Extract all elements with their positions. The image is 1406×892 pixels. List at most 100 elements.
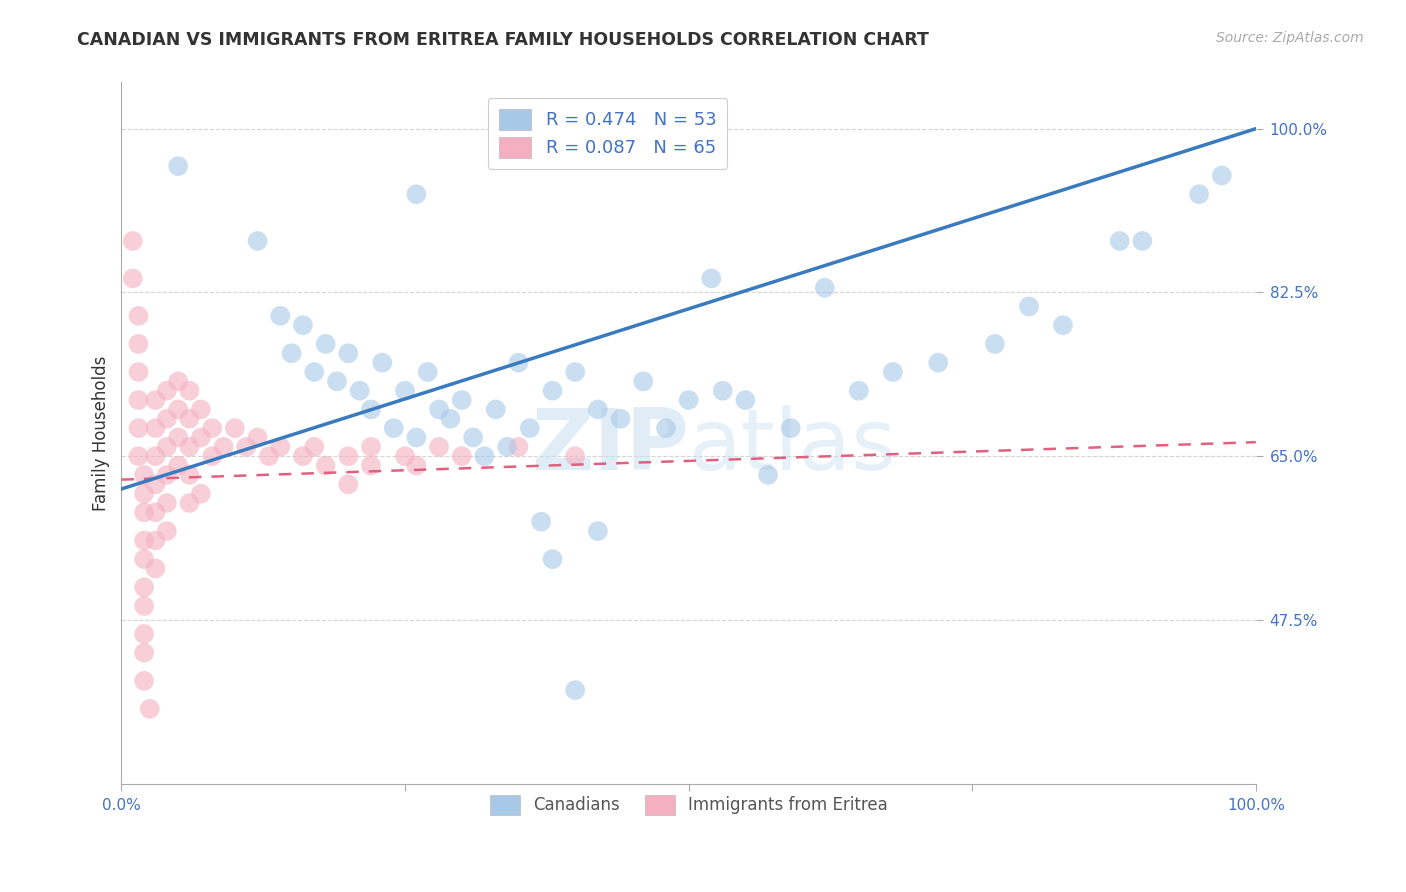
Point bbox=[564, 683, 586, 698]
Point bbox=[530, 515, 553, 529]
Point bbox=[145, 561, 167, 575]
Point bbox=[121, 234, 143, 248]
Point bbox=[134, 467, 156, 482]
Point bbox=[405, 430, 427, 444]
Point bbox=[134, 505, 156, 519]
Point bbox=[984, 337, 1007, 351]
Point bbox=[349, 384, 371, 398]
Point bbox=[156, 496, 179, 510]
Point bbox=[427, 402, 450, 417]
Point bbox=[304, 440, 326, 454]
Point bbox=[134, 486, 156, 500]
Point bbox=[127, 421, 149, 435]
Text: Source: ZipAtlas.com: Source: ZipAtlas.com bbox=[1216, 31, 1364, 45]
Point bbox=[179, 496, 201, 510]
Point bbox=[190, 430, 212, 444]
Point bbox=[269, 440, 291, 454]
Point bbox=[139, 702, 162, 716]
Point bbox=[224, 421, 246, 435]
Legend: Canadians, Immigrants from Eritrea: Canadians, Immigrants from Eritrea bbox=[479, 785, 897, 824]
Point bbox=[167, 159, 190, 173]
Point bbox=[156, 524, 179, 538]
Point bbox=[235, 440, 257, 454]
Point bbox=[315, 458, 337, 473]
Point bbox=[179, 411, 201, 425]
Text: atlas: atlas bbox=[689, 405, 897, 488]
Point bbox=[541, 552, 564, 566]
Point bbox=[1211, 169, 1233, 183]
Point bbox=[519, 421, 541, 435]
Point bbox=[145, 533, 167, 548]
Point bbox=[848, 384, 870, 398]
Point bbox=[156, 384, 179, 398]
Point bbox=[167, 430, 190, 444]
Point bbox=[291, 318, 314, 333]
Point bbox=[134, 533, 156, 548]
Point bbox=[734, 393, 756, 408]
Point bbox=[439, 411, 461, 425]
Point bbox=[179, 467, 201, 482]
Point bbox=[609, 411, 631, 425]
Point bbox=[156, 467, 179, 482]
Point bbox=[1188, 187, 1211, 202]
Point bbox=[212, 440, 235, 454]
Point bbox=[474, 449, 496, 463]
Point bbox=[304, 365, 326, 379]
Point bbox=[127, 337, 149, 351]
Point bbox=[700, 271, 723, 285]
Point bbox=[280, 346, 302, 360]
Point bbox=[134, 599, 156, 613]
Point bbox=[127, 365, 149, 379]
Point bbox=[179, 384, 201, 398]
Point bbox=[508, 440, 530, 454]
Point bbox=[190, 402, 212, 417]
Point bbox=[1018, 300, 1040, 314]
Point bbox=[496, 440, 519, 454]
Y-axis label: Family Households: Family Households bbox=[93, 355, 110, 510]
Point bbox=[337, 449, 360, 463]
Text: ZIP: ZIP bbox=[531, 405, 689, 488]
Point bbox=[564, 365, 586, 379]
Point bbox=[246, 234, 269, 248]
Point bbox=[121, 271, 143, 285]
Point bbox=[156, 411, 179, 425]
Point bbox=[382, 421, 405, 435]
Point bbox=[416, 365, 439, 379]
Point bbox=[134, 580, 156, 594]
Point bbox=[167, 402, 190, 417]
Point bbox=[315, 337, 337, 351]
Point bbox=[201, 449, 224, 463]
Text: CANADIAN VS IMMIGRANTS FROM ERITREA FAMILY HOUSEHOLDS CORRELATION CHART: CANADIAN VS IMMIGRANTS FROM ERITREA FAMI… bbox=[77, 31, 929, 49]
Point bbox=[485, 402, 508, 417]
Point bbox=[814, 281, 837, 295]
Point bbox=[678, 393, 700, 408]
Point bbox=[269, 309, 291, 323]
Point bbox=[134, 646, 156, 660]
Point bbox=[326, 375, 349, 389]
Point bbox=[167, 458, 190, 473]
Point bbox=[586, 402, 609, 417]
Point bbox=[127, 449, 149, 463]
Point bbox=[405, 187, 427, 202]
Point bbox=[394, 449, 416, 463]
Point bbox=[405, 458, 427, 473]
Point bbox=[1108, 234, 1130, 248]
Point bbox=[1132, 234, 1154, 248]
Point bbox=[450, 393, 472, 408]
Point bbox=[394, 384, 416, 398]
Point bbox=[337, 477, 360, 491]
Point bbox=[927, 356, 949, 370]
Point bbox=[291, 449, 314, 463]
Point bbox=[371, 356, 394, 370]
Point bbox=[779, 421, 801, 435]
Point bbox=[564, 449, 586, 463]
Point bbox=[655, 421, 678, 435]
Point bbox=[711, 384, 734, 398]
Point bbox=[134, 673, 156, 688]
Point bbox=[134, 552, 156, 566]
Point bbox=[360, 458, 382, 473]
Point bbox=[541, 384, 564, 398]
Point bbox=[156, 440, 179, 454]
Point bbox=[633, 375, 655, 389]
Point bbox=[337, 346, 360, 360]
